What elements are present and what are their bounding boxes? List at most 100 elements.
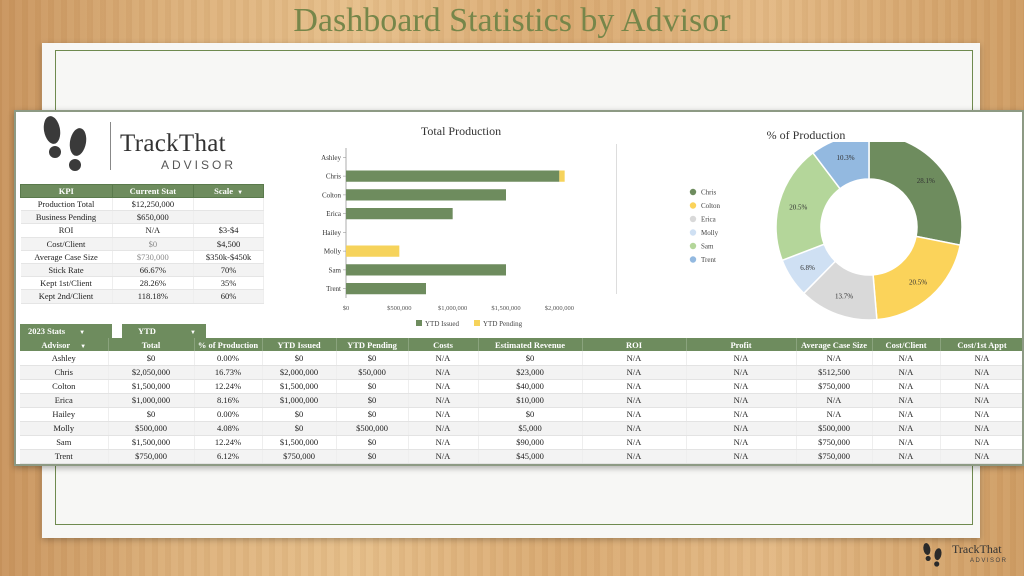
kpi-cell (193, 210, 264, 225)
advisor-cell: $0 (336, 407, 409, 422)
advisor-cell: N/A (940, 407, 1022, 422)
advisor-cell: 16.73% (194, 365, 263, 380)
advisor-name-cell: Hailey (20, 407, 109, 422)
kpi-cell: $12,250,000 (112, 197, 195, 212)
dropdown-arrow-icon[interactable]: ▼ (189, 330, 196, 336)
advisor-cell: $50,000 (336, 365, 409, 380)
kpi-cell: Kept 2nd/Client (20, 289, 113, 304)
advisor-name-cell: Ashley (20, 351, 109, 366)
period-filter[interactable]: YTD ▼ (122, 324, 206, 338)
advisor-cell: N/A (582, 421, 687, 436)
advisor-row: Ashley $0 0.00% $0 $0 N/A $0 N/A N/A N/A N/A N/A (20, 351, 1022, 366)
advisor-cell: $0 (108, 351, 195, 366)
kpi-cell: 28.26% (112, 276, 195, 291)
advisor-name-cell: Trent (20, 449, 109, 464)
bar-legend-label: YTD Pending (483, 320, 523, 328)
kpi-cell: Stick Rate (20, 263, 113, 278)
kpi-row: ROI N/A $3-$4 (20, 223, 264, 238)
donut-legend-swatch (689, 188, 697, 196)
advisor-cell: N/A (582, 379, 687, 394)
year-filter[interactable]: 2023 Stats ▼ (20, 324, 112, 338)
donut-legend-label: Sam (701, 243, 714, 251)
advisor-cell: $0 (262, 351, 337, 366)
kpi-cell: $4,500 (193, 237, 264, 251)
kpi-cell: Cost/Client (20, 237, 113, 251)
bar-category-label: Ashley (321, 154, 341, 162)
advisor-cell: N/A (686, 449, 797, 464)
bar-x-tick-label: $500,000 (387, 305, 411, 312)
advisor-name-cell: Colton (20, 379, 109, 394)
advisor-row: Trent $750,000 6.12% $750,000 $0 N/A $45,000 N/… (20, 449, 1022, 464)
advisor-cell: N/A (408, 449, 479, 464)
advisor-cell: $0 (336, 351, 409, 366)
advisor-cell: $750,000 (796, 379, 873, 394)
donut-slice-label: 13.7% (835, 293, 853, 301)
advisor-header[interactable]: Advisor ▼ (20, 338, 109, 351)
advisor-cell: 8.16% (194, 393, 263, 408)
corner-logo: TrackThat ADVISOR (920, 538, 1020, 574)
advisor-cell: $40,000 (478, 379, 583, 394)
bar-legend-swatch (474, 320, 480, 326)
advisor-cell: N/A (940, 365, 1022, 380)
advisor-cell: N/A (582, 435, 687, 450)
advisor-cell: N/A (940, 449, 1022, 464)
advisor-cell: N/A (872, 421, 941, 436)
advisor-cell: $45,000 (478, 449, 583, 464)
advisor-cell: N/A (872, 449, 941, 464)
advisor-cell: N/A (408, 351, 479, 366)
advisor-name-cell: Molly (20, 421, 109, 436)
bar-legend-label: YTD Issued (425, 320, 460, 328)
advisor-cell: 0.00% (194, 351, 263, 366)
donut-legend-swatch (689, 229, 697, 236)
donut-legend-swatch (689, 242, 697, 250)
bar-ytd-issued (346, 189, 506, 201)
kpi-cell: 60% (193, 289, 264, 304)
advisor-cell: N/A (582, 393, 687, 408)
bar-category-label: Hailey (322, 229, 341, 237)
advisor-cell: N/A (872, 351, 941, 366)
advisor-cell: $1,500,000 (108, 435, 195, 450)
donut-slice-chris (868, 142, 963, 247)
advisor-cell: $0 (478, 407, 583, 422)
kpi-table: KPI Current Stat Scale ▼ Production Total… (20, 184, 264, 304)
advisor-stats-table: Advisor ▼ Total % of Production YTD Issue… (20, 338, 1022, 464)
dashboard-panel: TrackThat ADVISOR KPI Current Stat Scale… (14, 110, 1024, 466)
kpi-cell: Business Pending (20, 210, 113, 225)
advisor-cell: N/A (686, 351, 797, 366)
advisor-cell: N/A (408, 407, 479, 422)
advisor-cell: N/A (872, 407, 941, 422)
advisor-cell: $2,050,000 (108, 365, 195, 380)
advisor-cell: $0 (478, 351, 583, 366)
advisor-cell: N/A (582, 449, 687, 464)
advisor-name-cell: Chris (20, 365, 109, 380)
advisor-cell: $2,000,000 (262, 365, 337, 380)
advisor-cell: N/A (940, 351, 1022, 366)
kpi-cell (193, 197, 264, 212)
advisor-cell: 6.12% (194, 449, 263, 464)
advisor-cell: N/A (940, 379, 1022, 394)
donut-legend-label: Molly (701, 229, 719, 237)
scale-header[interactable]: Scale ▼ (193, 184, 264, 198)
advisor-cell: $5,000 (478, 421, 583, 436)
donut-legend-swatch (689, 215, 697, 223)
ytd-pending-header: YTD Pending (336, 338, 409, 351)
kpi-row: Average Case Size $730,000 $350k-$450k (20, 250, 264, 264)
advisor-cell: N/A (872, 435, 941, 450)
advisor-cell: $0 (108, 407, 195, 422)
advisor-cell: N/A (872, 379, 941, 394)
bar-ytd-pending (559, 170, 565, 182)
dropdown-arrow-icon[interactable]: ▼ (79, 330, 86, 336)
advisor-cell: $500,000 (796, 421, 873, 436)
dropdown-arrow-icon[interactable]: ▼ (80, 343, 87, 350)
advisor-cell: N/A (582, 351, 687, 366)
dropdown-arrow-icon[interactable]: ▼ (237, 190, 244, 196)
bar-category-label: Molly (324, 248, 342, 256)
kpi-cell: 35% (193, 276, 264, 291)
bar-category-label: Chris (326, 173, 341, 181)
advisor-row: Colton $1,500,000 12.24% $1,500,000 $0 N/A $40… (20, 379, 1022, 394)
advisor-cell: $1,500,000 (262, 379, 337, 394)
bar-x-tick-label: $2,000,000 (545, 305, 574, 312)
kpi-row: Cost/Client $0 $4,500 (20, 237, 264, 251)
donut-slice-trent (811, 142, 870, 190)
advisor-cell: $1,500,000 (108, 379, 195, 394)
